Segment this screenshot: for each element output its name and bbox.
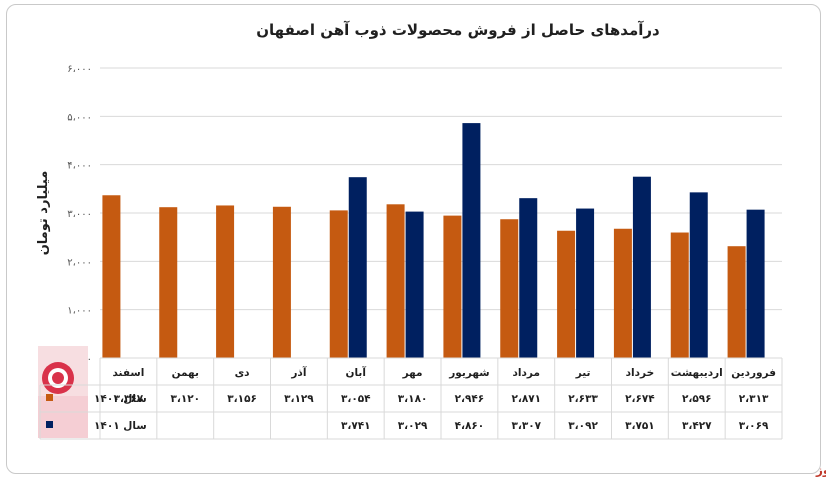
y-tick-label: ۳،۰۰۰: [67, 209, 92, 220]
y-tick-label: ۴،۰۰۰: [67, 161, 92, 172]
category-label: شهریور: [448, 367, 489, 379]
bar-s1400: [557, 230, 576, 358]
bar-s1401: [348, 177, 367, 358]
bar-s1400: [443, 215, 462, 358]
category-label: مرداد: [513, 367, 540, 379]
bar-s1400: [272, 206, 291, 358]
data-label: ۲،۶۳۳: [568, 393, 598, 405]
data-label: ۲،۶۷۴: [625, 393, 655, 405]
y-tick-label: ۰: [87, 354, 92, 365]
chart-title: درآمدهای حاصل از فروش محصولات ذوب آهن اص…: [256, 21, 660, 39]
data-label: ۲،۸۷۱: [511, 393, 541, 405]
legend-series-name: سال ۱۴۰۱: [94, 420, 147, 432]
data-label: ۳،۱۵۶: [227, 393, 257, 405]
data-label: ۳،۰۶۹: [739, 420, 769, 432]
legend-swatch: [46, 394, 53, 401]
bar-s1400: [159, 207, 178, 358]
bar-s1401: [689, 192, 708, 358]
data-label: ۳،۴۲۷: [682, 420, 712, 432]
y-tick-label: ۶،۰۰۰: [67, 64, 92, 75]
bar-s1401: [462, 123, 481, 358]
bar-s1401: [519, 198, 538, 358]
legend-swatch: [46, 421, 53, 428]
data-label: ۳،۱۲۰: [170, 393, 200, 405]
data-label: ۳،۷۴۱: [341, 420, 371, 432]
bar-s1400: [613, 228, 632, 358]
category-label: مهر: [402, 367, 423, 379]
category-label: دی: [235, 367, 251, 379]
data-label: ۲،۳۱۳: [739, 393, 769, 405]
y-axis-label: میلیارد تومان: [36, 171, 51, 256]
bar-s1400: [386, 204, 405, 358]
data-label: ۳،۳۶۷: [114, 393, 144, 405]
bar-s1400: [329, 210, 348, 358]
bar-s1401: [405, 211, 424, 358]
data-label: ۲،۹۴۶: [455, 393, 485, 405]
data-label: ۴،۸۶۰: [455, 420, 485, 432]
data-label: ۳،۳۰۷: [511, 420, 541, 432]
data-label: ۳،۱۸۰: [398, 393, 428, 405]
brand-label: بورس نیوز: [815, 463, 826, 478]
category-label: تیر: [575, 367, 591, 379]
category-label: فروردین: [731, 367, 776, 379]
bar-s1400: [727, 246, 746, 358]
data-table: فروردین اردیبهشت خرداد تیر مرداد شهریور مهر آبا…: [39, 357, 783, 440]
y-tick-label: ۱،۰۰۰: [67, 306, 92, 317]
category-label: بهمن: [172, 367, 199, 379]
category-label: آبان: [346, 366, 367, 379]
y-tick-labels: ۰ ۱،۰۰۰ ۲،۰۰۰ ۳،۰۰۰ ۴،۰۰۰ ۵،۰۰۰ ۶،۰۰۰: [67, 64, 92, 365]
y-tick-label: ۵،۰۰۰: [67, 112, 92, 123]
bar-s1400: [102, 195, 121, 358]
y-tick-label: ۲،۰۰۰: [67, 257, 92, 268]
bar-s1401: [576, 208, 595, 358]
bar-s1401: [746, 209, 765, 358]
data-label: ۳،۰۹۲: [568, 420, 598, 432]
category-label: خرداد: [626, 367, 654, 379]
category-label: اردیبهشت: [671, 367, 723, 379]
bars: [102, 123, 765, 358]
legend-series-name: سال ۱۴۰۰: [94, 393, 147, 405]
bar-s1400: [500, 219, 519, 358]
bar-s1400: [670, 232, 689, 358]
data-label: ۳،۰۲۹: [398, 420, 428, 432]
data-label: ۳،۷۵۱: [625, 420, 655, 432]
bar-s1400: [216, 205, 235, 358]
category-label: اسفند: [112, 367, 144, 379]
logo-icon: [38, 346, 88, 438]
data-label: ۲،۵۹۶: [682, 393, 712, 405]
data-label: ۳،۱۲۹: [284, 393, 314, 405]
category-label: آذر: [290, 366, 306, 379]
bar-s1401: [632, 176, 651, 358]
data-label: ۳،۰۵۴: [341, 393, 371, 405]
